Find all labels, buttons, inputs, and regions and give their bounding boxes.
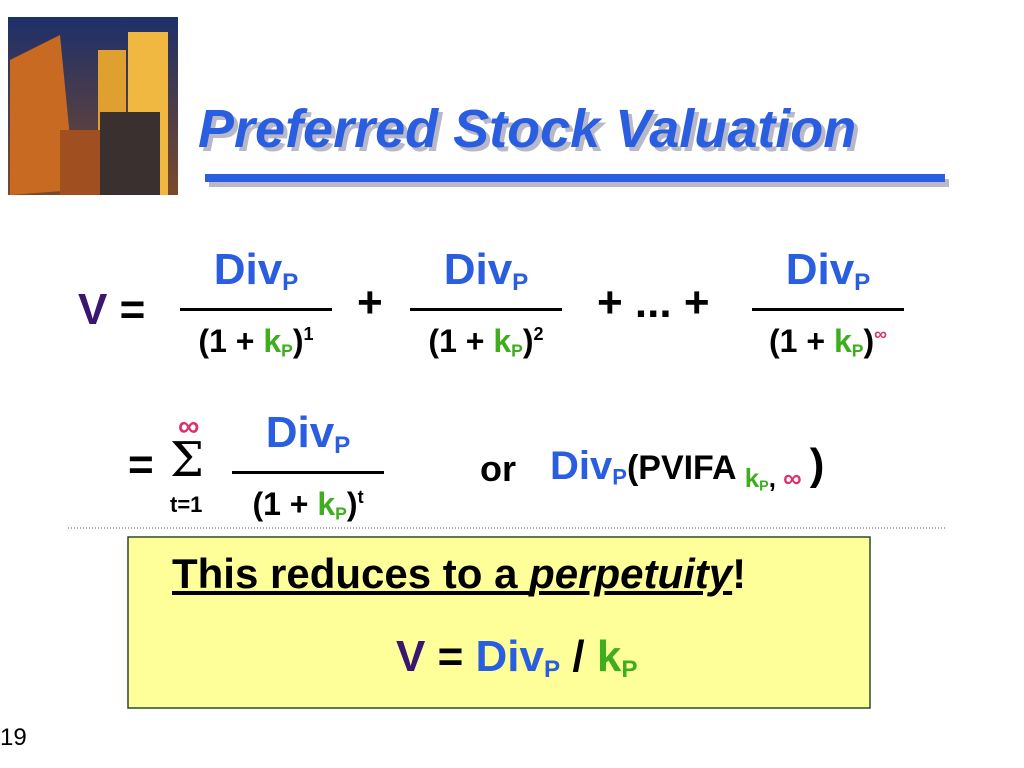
page-number: 19 — [0, 724, 27, 751]
denominator-close: ) — [863, 323, 875, 360]
group: DivP — [410, 245, 562, 312]
group: DivP (1 + kP)2 — [410, 245, 562, 373]
pvifa-open: (PVIFA — [626, 449, 745, 487]
equals: = — [437, 632, 464, 681]
close: ) — [809, 440, 825, 489]
rate: k — [596, 632, 622, 681]
subscript: P — [512, 269, 529, 297]
group: DivP(PVIFA kP, ∞) — [550, 440, 824, 495]
group: DivP (1 + kP)∞ — [752, 245, 904, 373]
divide: / — [572, 632, 585, 681]
rate: k — [317, 486, 336, 523]
group: V = — [78, 285, 145, 335]
group: kP — [596, 632, 638, 684]
denominator-close: ) — [522, 323, 534, 360]
subscript: P — [612, 464, 627, 490]
lhs: V — [78, 285, 108, 334]
comma: , — [768, 463, 784, 493]
denominator-open: (1 + — [428, 323, 494, 360]
numerator: Div — [475, 632, 545, 681]
numerator: Div — [213, 245, 283, 294]
lhs: V — [396, 632, 426, 681]
numerator: Div — [265, 408, 335, 457]
numerator: Div — [443, 245, 513, 294]
rate: k — [744, 463, 760, 493]
exponents: 2 — [533, 324, 544, 345]
equals: = — [128, 440, 154, 489]
subscript: P — [851, 340, 864, 361]
denominator-close: ) — [346, 486, 358, 523]
subscript: P — [854, 269, 871, 297]
group: kP — [833, 323, 864, 361]
group: DivP — [180, 245, 332, 312]
subscript: P — [334, 432, 351, 460]
sum-lower: t=1 — [170, 492, 203, 517]
subscript: P — [511, 340, 523, 361]
subscript: P — [759, 478, 769, 495]
group: This reduces to a perpetuity! — [172, 550, 746, 598]
title: Preferred Stock Valuation — [198, 99, 857, 159]
building — [100, 112, 160, 195]
subscript: P — [544, 656, 561, 684]
group: DivP (1 + kP)1 — [180, 245, 332, 373]
numerator: Div — [785, 245, 855, 294]
end: ! — [732, 550, 747, 597]
callout-box — [127, 536, 871, 709]
subscript: P — [281, 340, 293, 361]
equals: = — [119, 285, 146, 334]
subscript: P — [335, 503, 347, 524]
rate: k — [833, 323, 852, 360]
or: or — [480, 448, 516, 489]
group: kP — [263, 323, 293, 361]
sum-upper: ∞ — [783, 463, 802, 493]
group: DivP — [752, 245, 904, 312]
sum-upper: ∞ — [178, 410, 200, 443]
plus: + — [357, 278, 383, 327]
denominator-open: (1 + — [769, 323, 834, 360]
group: (1 + kP)2 — [428, 311, 543, 373]
group: DivP (1 + kP)t — [232, 408, 384, 536]
exponents: 1 — [303, 324, 314, 345]
group: (1 + kP)∞ — [769, 311, 887, 373]
group: V = DivP / kP — [396, 632, 637, 684]
exponents: ∞ — [874, 324, 887, 345]
building — [60, 130, 100, 195]
building — [10, 35, 75, 195]
ellipsis: + ... + — [597, 278, 710, 327]
numerator: Div — [550, 444, 613, 488]
group: (1 + kP)t — [252, 474, 363, 536]
group: kP — [317, 486, 347, 524]
text: This reduces to a — [172, 550, 530, 597]
subscript: P — [621, 656, 638, 684]
rate: k — [493, 323, 512, 360]
group: kP — [493, 323, 523, 361]
subscript: P — [282, 269, 299, 297]
denominator-open: (1 + — [252, 486, 318, 523]
group: kP — [744, 463, 769, 495]
emphasis: perpetuity — [529, 550, 733, 597]
denominator-close: ) — [292, 323, 304, 360]
group: (1 + kP)1 — [198, 311, 313, 373]
group: DivP — [232, 408, 384, 475]
rate: k — [263, 323, 282, 360]
sigma: Σ — [170, 432, 204, 488]
denominator-open: (1 + — [198, 323, 264, 360]
sum-exponent: t — [357, 487, 364, 508]
